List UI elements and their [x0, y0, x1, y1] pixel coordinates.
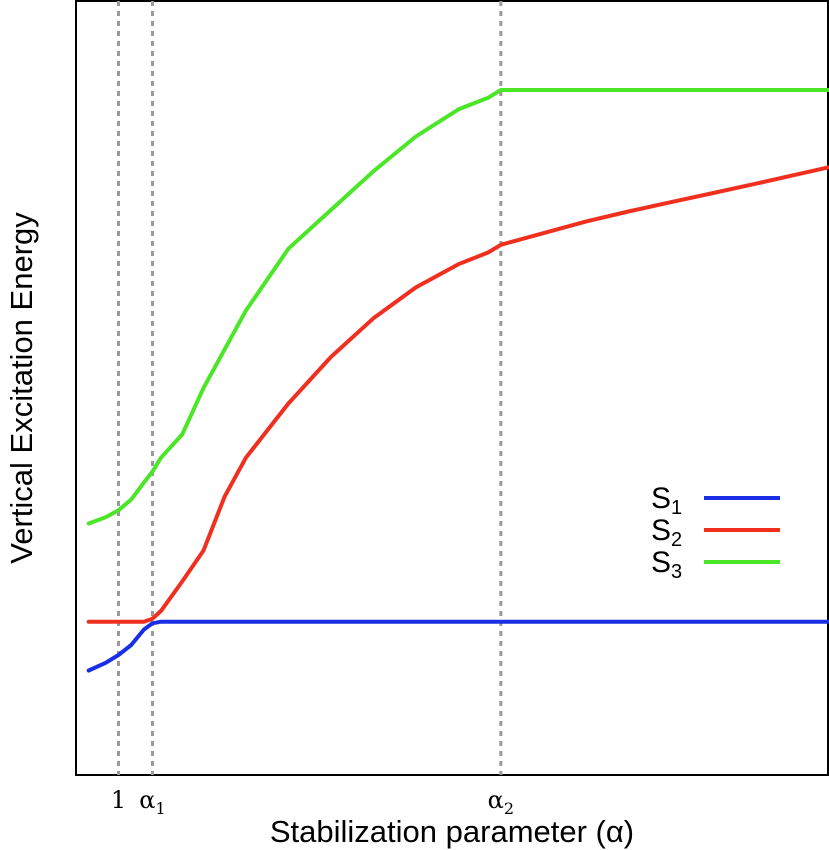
x-tick-label-1: α1	[139, 786, 165, 818]
x-tick-label-0: 1	[111, 786, 126, 814]
x-tick-labels: 1 α1 α2	[111, 786, 514, 818]
series-line-S3	[86, 88, 829, 526]
series-line-S2	[86, 165, 829, 624]
series-line-S1	[86, 619, 829, 673]
plot-frame	[75, 0, 829, 776]
reference-lines	[116, 1, 503, 775]
y-axis-label: Vertical Excitation Energy	[4, 212, 39, 564]
legend-label-S3: S3	[651, 546, 682, 583]
x-axis-label: Stabilization parameter (α)	[270, 814, 634, 849]
series-lines	[86, 88, 829, 673]
